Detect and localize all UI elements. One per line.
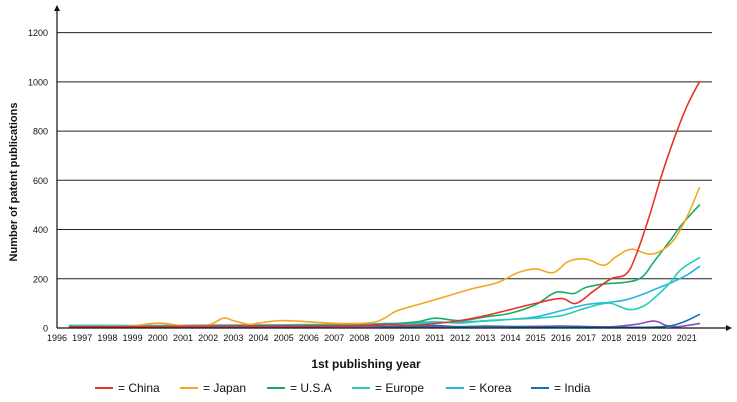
y-axis-label: Number of patent publications — [8, 103, 20, 262]
x-tick-label: 2009 — [374, 333, 394, 343]
legend-item: = India — [531, 381, 591, 395]
x-tick-label: 2011 — [425, 333, 444, 343]
y-tick-label: 400 — [33, 225, 48, 235]
x-tick-label: 2019 — [626, 333, 646, 343]
x-axis-arrow — [726, 325, 732, 331]
series-lines — [68, 81, 701, 329]
x-tick-label: 2012 — [450, 333, 470, 343]
legend-item: = China — [95, 381, 160, 395]
x-tick-label: 1998 — [97, 333, 117, 343]
legend-item: = U.S.A — [267, 381, 332, 395]
legend-label: = Europe — [375, 381, 424, 395]
series-line-korea — [68, 265, 701, 327]
grid-lines — [57, 32, 712, 280]
x-tick-label: 1996 — [47, 333, 67, 343]
series-line-china — [68, 81, 701, 328]
legend-item: = Korea — [446, 381, 512, 395]
y-tick-label: 600 — [33, 176, 48, 186]
legend-label: = U.S.A — [290, 381, 332, 395]
x-tick-label: 2001 — [173, 333, 193, 343]
legend-label: = Japan — [203, 381, 246, 395]
legend-label: = China — [118, 381, 160, 395]
y-tick-label: 1200 — [28, 28, 48, 38]
legend: = China = Japan = U.S.A = Europe = Korea = In… — [95, 381, 591, 395]
x-tick-label: 2004 — [249, 333, 269, 343]
y-tick-label: 200 — [33, 274, 48, 284]
legend-item: = Europe — [352, 381, 424, 395]
x-tick-label: 2014 — [500, 333, 520, 343]
legend-label: = India — [554, 381, 591, 395]
x-tick-label: 2018 — [601, 333, 621, 343]
x-tick-label: 2000 — [148, 333, 168, 343]
y-tick-label: 1000 — [28, 77, 48, 87]
axes — [54, 5, 732, 331]
x-tick-label: 2010 — [400, 333, 420, 343]
legend-label: = Korea — [469, 381, 512, 395]
x-tick-label: 2021 — [677, 333, 697, 343]
x-tick-label: 2002 — [198, 333, 218, 343]
x-tick-label: 1999 — [123, 333, 143, 343]
legend-item: = Japan — [180, 381, 246, 395]
series-line-europe — [68, 257, 701, 327]
y-axis-arrow — [54, 5, 60, 11]
x-tick-label: 2006 — [299, 333, 319, 343]
y-tick-label: 800 — [33, 127, 48, 137]
x-tick-label: 2003 — [223, 333, 243, 343]
x-tick-label: 2020 — [652, 333, 672, 343]
x-tick-label: 2007 — [324, 333, 344, 343]
x-axis-label: 1st publishing year — [311, 357, 421, 371]
x-tick-label: 2016 — [551, 333, 571, 343]
x-tick-label: 2008 — [349, 333, 369, 343]
x-tick-label: 2013 — [475, 333, 495, 343]
series-line-usa — [68, 204, 701, 328]
x-tick-label: 2015 — [526, 333, 546, 343]
x-tick-label: 2017 — [576, 333, 596, 343]
x-tick-label: 1997 — [72, 333, 92, 343]
x-tick-labels: 1996 1997 1998 1999 2000 2001 2002 2003 2004 2005… — [47, 333, 697, 343]
y-tick-label: 0 — [43, 324, 48, 334]
y-tick-labels: 0 200 400 600 800 1000 1200 — [28, 28, 48, 333]
x-tick-label: 2005 — [274, 333, 294, 343]
series-line-japan — [68, 186, 701, 328]
